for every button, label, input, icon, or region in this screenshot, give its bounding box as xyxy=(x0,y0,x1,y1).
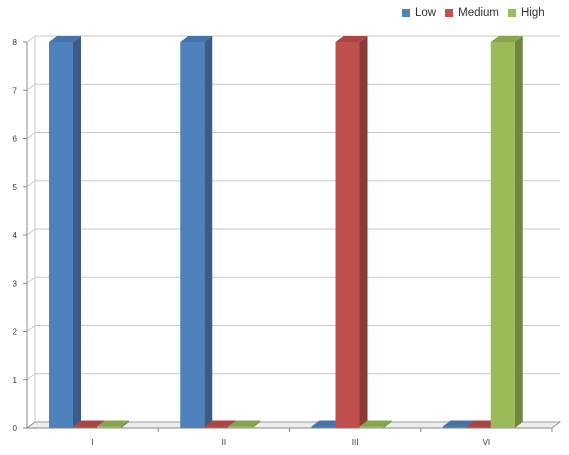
ytick-label-3: 3 xyxy=(13,279,18,288)
ytick-label-0: 0 xyxy=(13,424,18,433)
legend: Low Medium High xyxy=(402,5,554,21)
bar-III-medium-top xyxy=(335,36,368,42)
bar-II-low-top xyxy=(180,36,213,42)
gridline-side-4 xyxy=(26,228,36,236)
ytick-label-1: 1 xyxy=(13,376,18,385)
bar-VI-medium xyxy=(466,426,491,428)
bar-II-medium xyxy=(204,426,229,428)
bar-I-medium-top xyxy=(73,420,105,427)
gridline-side-7 xyxy=(26,83,36,91)
xtick-label-II: II xyxy=(222,438,226,447)
bar-III-medium xyxy=(335,42,360,428)
bar-I-medium xyxy=(73,426,97,428)
legend-item-medium: Medium xyxy=(445,7,499,19)
bar-I-low-top xyxy=(49,36,81,42)
legend-item-low: Low xyxy=(402,7,436,19)
legend-item-high: High xyxy=(508,7,545,19)
ytick-label-8: 8 xyxy=(13,38,18,47)
ytick-label-5: 5 xyxy=(13,183,18,192)
xtick-label-VI: VI xyxy=(483,438,491,447)
gridline-side-5 xyxy=(26,180,36,188)
bar-II-high-side xyxy=(252,420,261,428)
bar-III-medium-side xyxy=(359,36,368,428)
bar-III-high-side xyxy=(383,420,392,428)
gridline-side-1 xyxy=(26,373,36,381)
ytick-label-6: 6 xyxy=(13,135,18,144)
bar-II-low-side xyxy=(204,36,213,428)
bar-III-low xyxy=(311,426,336,428)
bar-I-high xyxy=(97,426,121,428)
gridline-side-6 xyxy=(26,132,36,139)
xtick-label-III: III xyxy=(352,438,359,447)
bar-III-high-top xyxy=(359,420,392,427)
legend-swatch-low xyxy=(402,9,410,17)
gridline-side-3 xyxy=(26,276,36,284)
bar-I-low-side xyxy=(73,36,81,428)
bar-II-high xyxy=(228,426,253,428)
bar-III-high xyxy=(359,426,384,428)
ytick-label-4: 4 xyxy=(13,231,18,240)
gridline-side-2 xyxy=(26,325,36,332)
legend-label-high: High xyxy=(521,7,545,19)
legend-label-low: Low xyxy=(415,7,437,19)
ytick-label-7: 7 xyxy=(13,86,18,95)
bar-II-medium-top xyxy=(204,420,237,427)
bar-II-low xyxy=(180,42,205,428)
bar-VI-high xyxy=(490,42,515,428)
bar-I-high-side xyxy=(121,420,129,428)
xtick-label-I: I xyxy=(92,438,94,447)
bar-VI-high-side xyxy=(514,36,523,428)
legend-label-medium: Medium xyxy=(458,7,500,19)
legend-swatch-high xyxy=(508,9,517,17)
bar-II-high-top xyxy=(228,420,261,427)
bar-VI-high-top xyxy=(490,36,523,42)
legend-swatch-medium xyxy=(445,9,454,17)
bar-I-high-top xyxy=(97,420,129,427)
bar-VI-low xyxy=(442,426,467,428)
bar-VI-low-top xyxy=(442,420,475,427)
gridline-side-8 xyxy=(26,35,36,43)
bar-I-low xyxy=(49,42,73,428)
ytick-label-2: 2 xyxy=(13,328,18,337)
